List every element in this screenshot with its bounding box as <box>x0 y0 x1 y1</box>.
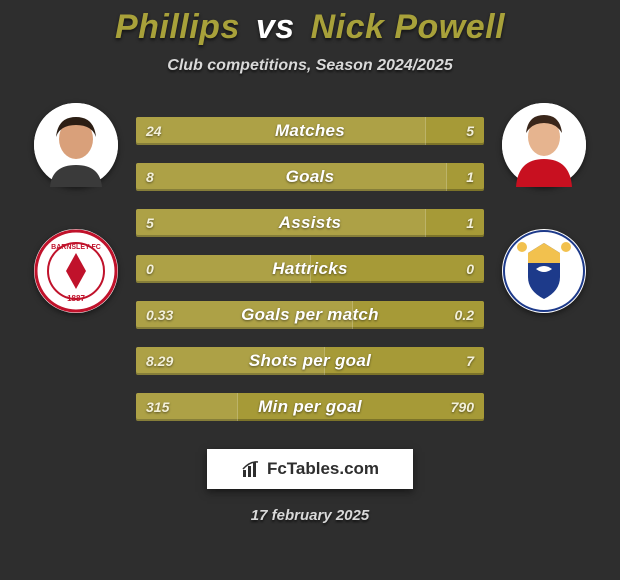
stat-label: Matches <box>136 117 484 145</box>
title-player1: Phillips <box>115 8 240 46</box>
date-line: 17 february 2025 <box>251 507 369 524</box>
stat-row: 5Assists1 <box>136 209 484 237</box>
footer-badge[interactable]: FcTables.com <box>207 449 413 489</box>
stats-bars: 24Matches58Goals15Assists10Hattricks00.3… <box>136 103 484 421</box>
stat-row: 315Min per goal790 <box>136 393 484 421</box>
player1-avatar <box>34 103 118 187</box>
fctables-logo-icon <box>241 459 261 479</box>
footer-logo-text: FcTables.com <box>267 459 379 479</box>
svg-text:BARNSLEY FC: BARNSLEY FC <box>51 244 101 251</box>
right-column <box>484 103 604 313</box>
stat-value-right: 0 <box>466 255 474 283</box>
player2-avatar <box>502 103 586 187</box>
avatar-icon <box>502 103 586 187</box>
player2-club-crest <box>502 229 586 313</box>
stat-row: 0Hattricks0 <box>136 255 484 283</box>
title-vs: vs <box>256 8 295 46</box>
title-player2: Nick Powell <box>311 8 505 46</box>
stat-value-right: 790 <box>451 393 474 421</box>
stat-row: 8Goals1 <box>136 163 484 191</box>
stat-label: Hattricks <box>136 255 484 283</box>
comparison-card: Phillips vs Nick Powell Club competition… <box>0 0 620 580</box>
subtitle: Club competitions, Season 2024/2025 <box>167 57 452 75</box>
stat-label: Goals <box>136 163 484 191</box>
stat-label: Shots per goal <box>136 347 484 375</box>
content-row: BARNSLEY FC 1887 24Matches58Goals15Assis… <box>0 103 620 421</box>
stat-value-right: 1 <box>466 209 474 237</box>
avatar-icon <box>34 103 118 187</box>
stat-value-right: 7 <box>466 347 474 375</box>
crest-icon <box>502 229 586 313</box>
svg-text:1887: 1887 <box>67 294 85 303</box>
crest-icon: BARNSLEY FC 1887 <box>34 229 118 313</box>
stat-label: Assists <box>136 209 484 237</box>
player1-club-crest: BARNSLEY FC 1887 <box>34 229 118 313</box>
left-column: BARNSLEY FC 1887 <box>16 103 136 313</box>
stat-value-right: 5 <box>466 117 474 145</box>
stat-label: Min per goal <box>136 393 484 421</box>
stat-row: 8.29Shots per goal7 <box>136 347 484 375</box>
stat-value-right: 0.2 <box>455 301 474 329</box>
stat-row: 0.33Goals per match0.2 <box>136 301 484 329</box>
stat-label: Goals per match <box>136 301 484 329</box>
page-title: Phillips vs Nick Powell <box>115 8 505 47</box>
stat-row: 24Matches5 <box>136 117 484 145</box>
stat-value-right: 1 <box>466 163 474 191</box>
